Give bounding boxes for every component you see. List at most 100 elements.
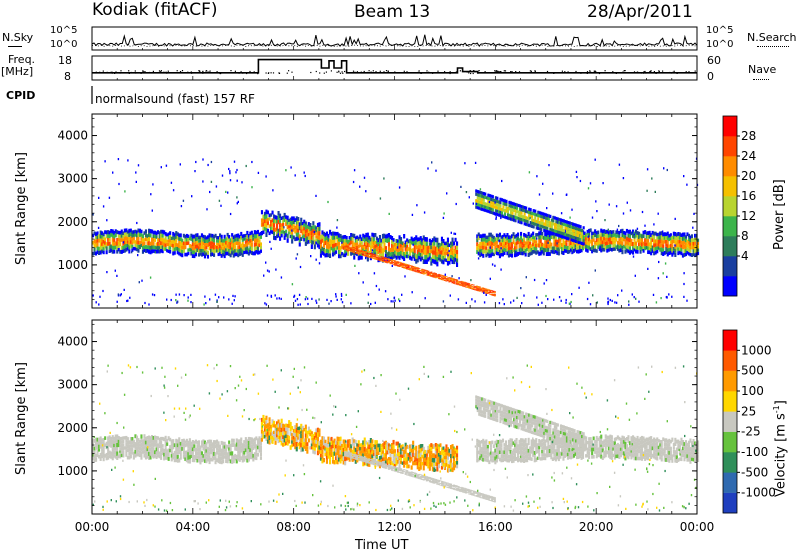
power-scatter — [207, 163, 209, 167]
power-cell — [555, 216, 558, 221]
power-cell — [365, 237, 368, 242]
nave-point — [394, 71, 396, 73]
power-cell — [419, 271, 422, 273]
power-cell — [600, 232, 603, 237]
power-scatter — [607, 302, 609, 306]
power-cell — [338, 241, 341, 246]
vel-cell — [234, 447, 237, 451]
power-cell — [416, 241, 419, 246]
power-cell — [477, 251, 480, 256]
power-cell — [117, 244, 120, 248]
vel-cell — [489, 454, 492, 459]
power-cell — [306, 240, 309, 245]
vel-cell — [199, 453, 202, 457]
power-cell — [482, 249, 485, 254]
power-cell — [400, 264, 403, 265]
power-cell — [513, 202, 516, 206]
vel-cell — [210, 450, 213, 455]
power-cell — [347, 246, 350, 247]
vel-cell — [211, 458, 214, 462]
power-cell — [371, 255, 374, 257]
vel-cell — [222, 441, 225, 446]
power-cell — [148, 245, 151, 250]
vel-cell — [259, 456, 263, 460]
power-scatter — [114, 269, 116, 272]
power-scatter — [275, 268, 277, 271]
power-cell — [378, 235, 382, 240]
power-cell — [366, 251, 369, 257]
vel-cell — [495, 439, 498, 444]
power-cell — [365, 253, 368, 255]
power-cell — [202, 245, 205, 249]
power-scatter — [651, 177, 653, 180]
power-cell — [486, 239, 489, 243]
power-cell — [674, 240, 677, 245]
power-cell — [597, 230, 600, 235]
power-cell — [562, 243, 565, 247]
power-cell — [437, 245, 441, 249]
power-cell — [99, 234, 102, 239]
vel-cell — [199, 456, 202, 461]
power-cell — [350, 249, 353, 251]
power-scatter — [655, 301, 658, 304]
vel-cell — [216, 439, 219, 444]
nave-point — [567, 71, 569, 73]
power-scatter — [98, 196, 100, 199]
vel-cell — [193, 444, 196, 448]
vel-cell — [196, 455, 199, 459]
nave-point — [202, 71, 204, 73]
power-cell — [347, 239, 350, 244]
power-scatter — [290, 166, 292, 169]
power-cell — [172, 239, 175, 244]
vel-cell — [476, 458, 479, 463]
vel-cell — [175, 438, 178, 443]
vel-cell — [604, 445, 607, 450]
power-cell — [618, 234, 621, 239]
vel-cell — [636, 452, 639, 457]
vel-cell — [500, 443, 503, 448]
vel-cell — [253, 437, 256, 442]
power-cell — [329, 229, 332, 235]
vel-cell — [480, 454, 483, 458]
vel-cell — [160, 452, 163, 457]
power-cell — [300, 217, 303, 222]
power-cell — [313, 244, 316, 250]
power-cell — [392, 264, 395, 266]
vel-cell — [633, 456, 636, 461]
power-cell — [386, 261, 389, 263]
vel-cell — [601, 448, 604, 453]
power-cell — [668, 244, 671, 248]
power-cell — [575, 226, 578, 230]
power-cell — [503, 199, 507, 203]
vel-cell — [553, 440, 556, 445]
power-cell — [366, 242, 369, 248]
power-cell — [410, 266, 413, 268]
vel-cell — [219, 452, 222, 457]
power-cell — [350, 240, 353, 245]
power-cell — [148, 232, 151, 237]
power-cell — [360, 255, 363, 260]
power-cell — [481, 194, 484, 198]
power-scatter — [126, 299, 128, 303]
power-cell — [625, 244, 629, 249]
power-cell — [229, 249, 232, 254]
power-cell — [413, 267, 416, 269]
vel-cell — [610, 435, 613, 440]
nave-point — [669, 71, 671, 74]
power-cell — [214, 245, 217, 249]
vel-cell — [619, 441, 623, 445]
power-cell — [526, 234, 529, 239]
power-cell — [403, 234, 406, 239]
power-cell — [621, 237, 624, 242]
power-cell — [203, 246, 207, 251]
power-cell — [478, 289, 481, 290]
power-cell — [400, 262, 403, 264]
vel-cell — [141, 446, 145, 451]
vel-cell — [633, 436, 636, 441]
power-cell — [675, 247, 678, 251]
vel-cell — [638, 438, 641, 443]
power-scatter — [231, 302, 233, 305]
power-cell — [398, 255, 401, 260]
vel-cell — [550, 452, 553, 456]
power-cell — [454, 237, 457, 242]
